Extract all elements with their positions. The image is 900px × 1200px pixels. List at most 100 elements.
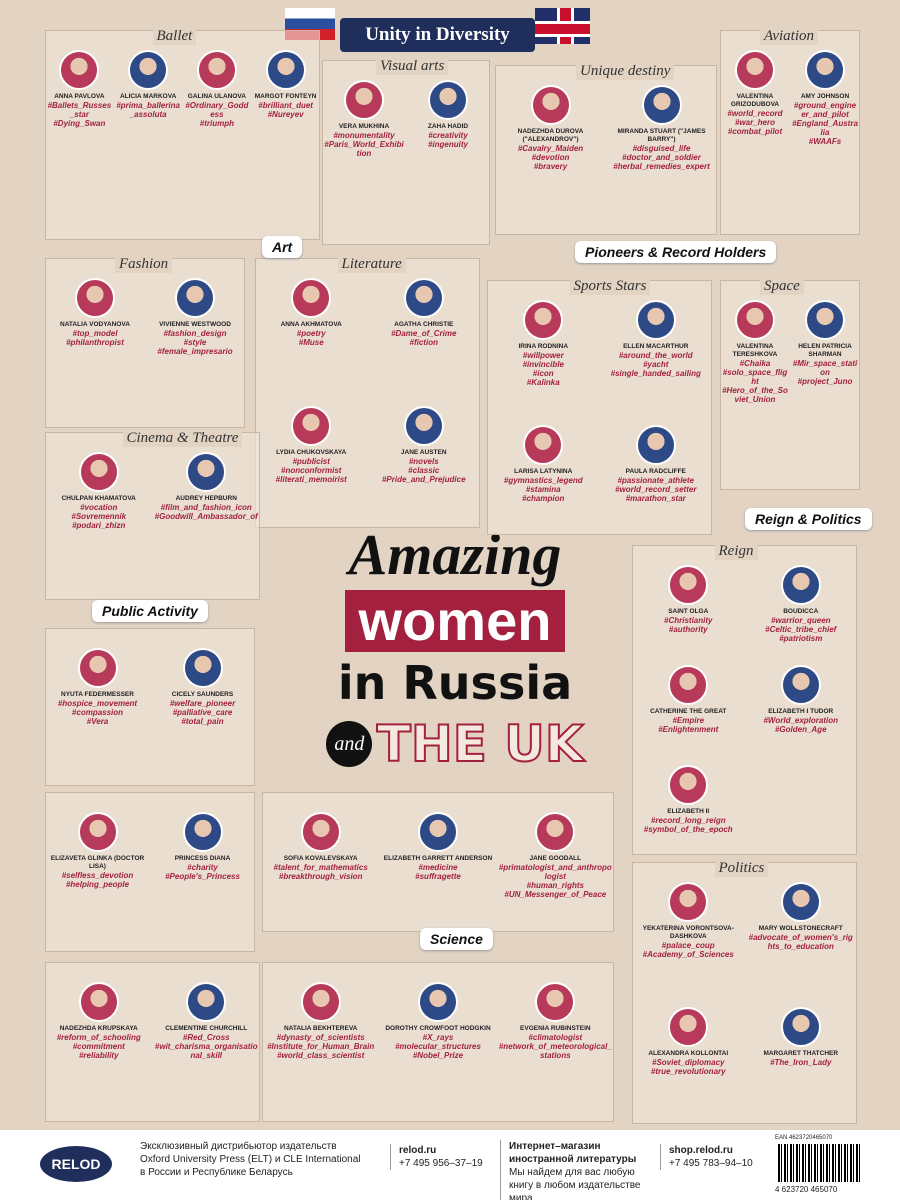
- portrait: [780, 882, 821, 922]
- category-label: Pioneers & Record Holders: [575, 241, 777, 263]
- portrait: [780, 565, 821, 605]
- person-name: PRINCESS DIANA: [174, 855, 231, 862]
- title-line: in Russia: [337, 656, 573, 710]
- person-name: MARGARET THATCHER: [763, 1050, 839, 1057]
- person-name: DOROTHY CROWFOOT HODGKIN: [385, 1025, 491, 1032]
- hashtag: #yacht: [643, 360, 669, 369]
- portrait: [668, 565, 709, 605]
- person-card: CATHERINE THE GREAT #Empire #Enlightenment: [632, 665, 745, 734]
- ean: EAN 4623720465070: [775, 1135, 833, 1141]
- person-name: JANE GOODALL: [529, 855, 582, 862]
- site[interactable]: shop.relod.ru: [669, 1145, 733, 1156]
- portrait: [291, 406, 332, 446]
- portrait: [403, 406, 444, 446]
- text: в России и Республике Беларусь: [140, 1167, 293, 1178]
- portrait: [186, 982, 227, 1022]
- portrait: [265, 50, 306, 90]
- person-card: ELIZABETH GARRETT ANDERSON #medicine #suff…: [379, 812, 496, 881]
- portrait: [805, 50, 845, 90]
- portrait: [428, 80, 468, 120]
- hashtag: #creativity: [428, 131, 468, 140]
- hashtag: #palliative_care: [172, 708, 233, 717]
- hashtag: #WAAFs: [808, 137, 842, 146]
- portrait: [186, 452, 227, 492]
- hashtag: #Nureyev: [267, 110, 304, 119]
- hashtag: #Dying_Swan: [53, 119, 106, 128]
- hashtag: #project_Juno: [797, 377, 853, 386]
- person-card: VALENTINA TERESHKOVA #Chaika #solo_space_f…: [720, 300, 790, 404]
- hashtag: #literati_memoirist: [275, 475, 347, 484]
- person-card: VIVIENNE WESTWOOD #fashion_design #style #f…: [145, 278, 245, 356]
- person-name: NATALIA BEKHTEREVA: [283, 1025, 358, 1032]
- portrait: [344, 80, 384, 120]
- hashtag: #Golden_Age: [774, 725, 827, 734]
- section-title: Visual arts: [376, 58, 449, 75]
- person-card: NATALIA BEKHTEREVA #dynasty_of_scientists…: [262, 982, 379, 1060]
- person-card: MIRANDA STUART ("JAMES BARRY") #disguised…: [606, 85, 717, 171]
- person-card: JANE AUSTEN #novels #classic #Pride_and_Pre…: [368, 406, 481, 484]
- hashtag: #triumph: [199, 119, 234, 128]
- hashtag: #human_rights: [526, 881, 584, 890]
- hashtag: #Paris_World_Exhibition: [324, 140, 404, 158]
- hashtag: #herbal_remedies_expert: [613, 162, 710, 171]
- portrait: [635, 300, 676, 340]
- hashtag: #publicist: [292, 457, 330, 466]
- person-card: AGATHA CHRISTIE #Dame_of_Crime #fiction: [368, 278, 481, 347]
- person-name: AUDREY HEPBURN: [175, 495, 237, 502]
- shop-contacts: shop.relod.ru +7 495 783–94–10: [660, 1144, 753, 1170]
- hashtag: #Vera: [86, 717, 109, 726]
- person-card: ELIZAVETA GLINKA (DOCTOR LISA) #selfless_…: [45, 812, 150, 889]
- shop: Интернет–магазин иностранной литературы М…: [500, 1140, 654, 1200]
- hashtag: #Hero_of_the_Soviet_Union: [722, 386, 788, 404]
- hashtag: #Goodwill_Ambassador_of: [154, 512, 258, 521]
- portrait: [668, 1007, 709, 1047]
- hashtag: #People's_Princess: [165, 872, 240, 881]
- section: [495, 65, 717, 235]
- category-label: Reign & Politics: [745, 508, 872, 530]
- hashtag: #wit_charisma_organisational_skill: [154, 1042, 258, 1060]
- logo: RELOD: [40, 1146, 112, 1182]
- hashtag: #classic: [408, 466, 440, 475]
- person-name: ZAHA HADID: [427, 123, 469, 130]
- person-card: ZAHA HADID #creativity #ingenuity: [406, 80, 490, 149]
- site[interactable]: relod.ru: [399, 1145, 437, 1156]
- hashtag: #medicine: [418, 863, 458, 872]
- hashtag: #UN_Messenger_of_Peace: [504, 890, 607, 899]
- hashtag: #female_impresario: [157, 347, 233, 356]
- hashtag: #England_Australia: [792, 119, 858, 137]
- person-name: ELIZABETH GARRETT ANDERSON: [383, 855, 493, 862]
- hashtag: #Mir_space_station: [792, 359, 858, 377]
- hashtag: #Academy_of_Sciences: [642, 950, 734, 959]
- hashtag: #Christianity: [664, 616, 713, 625]
- contacts: relod.ru +7 495 956–37–19: [390, 1144, 483, 1170]
- hashtag: #Muse: [298, 338, 324, 347]
- hashtag: #primatologist_and_anthropologist: [498, 863, 612, 881]
- hashtag: #bravery: [533, 162, 568, 171]
- person-name: ALICIA MARKOVA: [119, 93, 177, 100]
- hashtag: #Institute_for_Human_Brain: [267, 1042, 375, 1051]
- person-name: IRINA RODNINA: [518, 343, 569, 350]
- hashtag: #record_long_reign: [650, 816, 726, 825]
- hashtag: #devotion: [531, 153, 570, 162]
- person-name: HELEN PATRICIA SHARMAN: [798, 343, 852, 358]
- hashtag: #poetry: [296, 329, 326, 338]
- hashtag: #Sovremennik: [71, 512, 127, 521]
- person-name: AGATHA CHRISTIE: [394, 321, 454, 328]
- person-name: MIRANDA STUART ("JAMES BARRY"): [617, 128, 706, 143]
- person-name: JANE AUSTEN: [400, 449, 447, 456]
- person-card: CHULPAN KHAMATOVA #vocation #Sovremennik #p…: [45, 452, 153, 530]
- hashtag: #prima_ballerina_assoluta: [116, 101, 180, 119]
- hashtag: #total_pain: [181, 717, 224, 726]
- hashtag: #philanthropist: [66, 338, 124, 347]
- person-name: MARY WOLLSTONECRAFT: [758, 925, 843, 932]
- hashtag: #true_revolutionary: [650, 1067, 726, 1076]
- hashtag: #Empire: [672, 716, 705, 725]
- person-card: EVGENIA RUBINSTEIN #climatologist #network…: [497, 982, 614, 1060]
- portrait: [535, 812, 576, 852]
- person-name: YEKATERINA VORONTSOVA-DASHKOVA: [642, 925, 734, 940]
- hashtag: #willpower: [522, 351, 564, 360]
- portrait: [77, 812, 118, 852]
- hashtag: #patriotism: [779, 634, 823, 643]
- title-and: and: [326, 721, 373, 767]
- person-name: GALINA ULANOVA: [187, 93, 246, 100]
